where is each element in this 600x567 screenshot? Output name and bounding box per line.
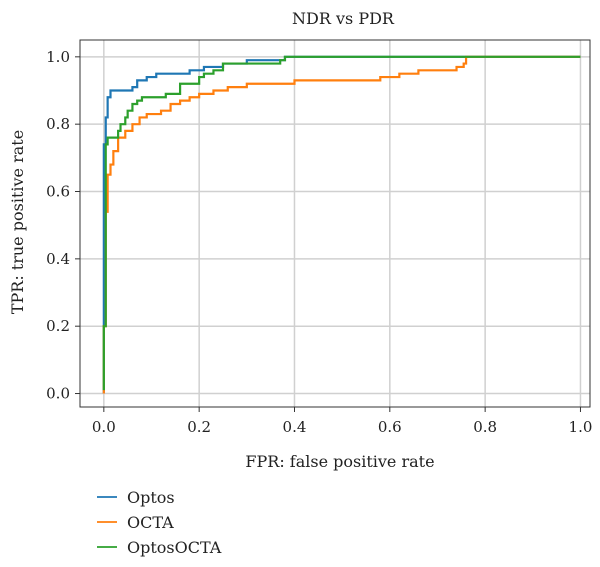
legend-label: Optos — [127, 488, 175, 507]
series-line-optos — [102, 55, 581, 394]
x-tick-label: 0.6 — [378, 418, 402, 436]
x-tick-label: 1.0 — [569, 418, 593, 436]
y-tick-label: 0.2 — [46, 317, 70, 335]
chart-title: NDR vs PDR — [292, 9, 395, 28]
x-tick-labels: 0.0 0.2 0.4 0.6 0.8 1.0 — [92, 407, 592, 436]
x-tick-label: 0.2 — [187, 418, 211, 436]
grid-lines — [80, 40, 590, 407]
series-lines — [102, 55, 581, 394]
x-tick-label: 0.8 — [473, 418, 497, 436]
y-tick-label: 0.0 — [46, 385, 70, 403]
y-axis-title: TPR: true positive rate — [8, 130, 27, 314]
y-tick-label: 0.6 — [46, 183, 70, 201]
series-line-octa — [102, 55, 581, 394]
y-tick-label: 1.0 — [46, 48, 70, 66]
plot-frame — [79, 39, 591, 408]
legend-label: OptosOCTA — [127, 538, 222, 557]
x-tick-label: 0.0 — [92, 418, 116, 436]
series-line-optosocta — [102, 55, 581, 391]
legend-label: OCTA — [127, 513, 174, 532]
y-tick-label: 0.4 — [46, 250, 70, 268]
y-tick-label: 0.8 — [46, 115, 70, 133]
x-axis-title: FPR: false positive rate — [245, 452, 434, 471]
y-tick-labels: 0.0 0.2 0.4 0.6 0.8 1.0 — [46, 48, 80, 403]
x-tick-label: 0.4 — [283, 418, 307, 436]
